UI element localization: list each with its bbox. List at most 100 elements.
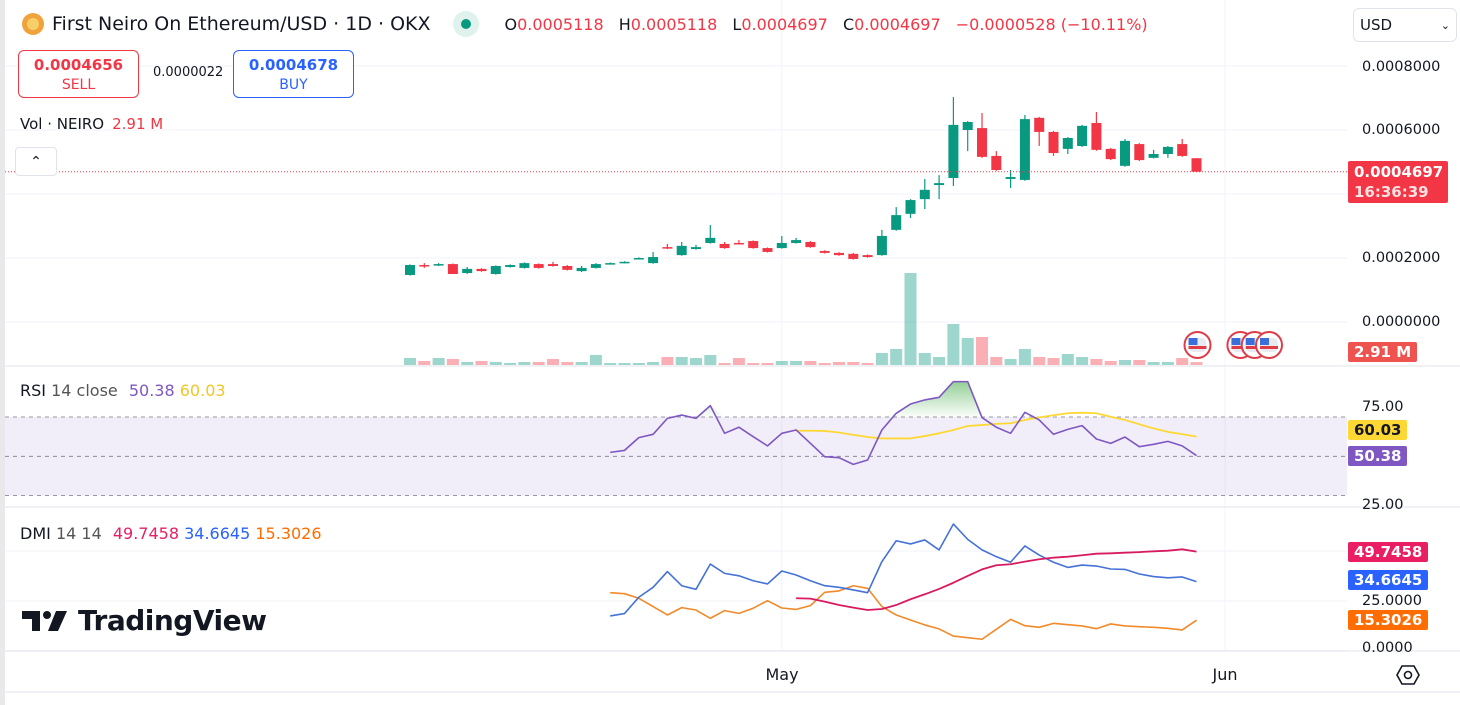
volume-legend[interactable]: Vol · NEIRO 2.91 M — [20, 115, 163, 133]
candle-down — [1048, 131, 1059, 154]
collapse-legend-button[interactable]: ⌃ — [15, 147, 57, 176]
neiro-coin-logo-icon — [22, 13, 44, 35]
volume-bar — [1018, 349, 1031, 365]
ohlc-values: O0.0005118 H0.0005118 L0.0004697 C0.0004… — [505, 15, 1158, 34]
high-value: 0.0005118 — [630, 14, 718, 34]
volume-bar — [661, 357, 674, 365]
volume-bar — [489, 362, 502, 365]
rsi-ma-axis-label: 60.03 — [1348, 420, 1408, 440]
candle-down — [748, 241, 759, 249]
volume-bar — [1004, 359, 1017, 365]
candle-up — [962, 122, 973, 130]
chevron-down-icon: ⌄ — [1440, 19, 1450, 32]
buy-price: 0.0004678 — [248, 56, 339, 74]
candle-down — [476, 268, 487, 272]
time-axis-label: May — [765, 665, 799, 684]
candle-up — [1019, 119, 1030, 180]
minus-di-legend-value: 15.3026 — [255, 524, 322, 543]
sell-price: 0.0004656 — [33, 56, 124, 74]
sell-label: SELL — [61, 77, 96, 93]
chart-settings-icon[interactable] — [1396, 664, 1420, 690]
candle-down — [805, 242, 816, 248]
candle-down — [834, 252, 844, 256]
open-key: O — [504, 14, 518, 34]
candle-up — [876, 235, 887, 256]
tradingview-logo[interactable]: TradingView — [22, 604, 267, 637]
candle-up — [576, 267, 587, 272]
volume-bar — [875, 353, 888, 365]
price-axis-tick: 0.0008000 — [1362, 59, 1441, 75]
low-key: L — [732, 14, 742, 34]
adx-line — [796, 548, 1197, 611]
candle-down — [1034, 117, 1045, 132]
volume-axis-label: 2.91 M — [1348, 342, 1418, 362]
chevron-up-icon: ⌃ — [30, 153, 42, 170]
change-value: −0.0000528 (−10.11%) — [955, 14, 1148, 34]
candle-up — [590, 264, 601, 268]
dmi-legend[interactable]: DMI 14 14 49.7458 34.6645 15.3026 — [20, 524, 322, 543]
candle-up — [934, 183, 945, 186]
volume-bar — [818, 363, 831, 365]
candle-up — [1120, 140, 1130, 166]
rsi-line — [610, 380, 1197, 466]
volume-bar — [718, 363, 731, 365]
left-toolbar-edge — [0, 0, 5, 705]
candle-up — [605, 263, 616, 265]
candle-up — [691, 247, 701, 250]
volume-bar — [790, 361, 803, 365]
currency-select[interactable]: USD ⌄ — [1353, 8, 1457, 42]
volume-bar — [732, 358, 745, 365]
time-axis-label: Jun — [1212, 665, 1238, 684]
buy-button[interactable]: 0.0004678 BUY — [233, 50, 354, 98]
candle-up — [948, 124, 959, 178]
low-value: 0.0004697 — [741, 14, 828, 34]
high-key: H — [618, 14, 631, 34]
price-axis-tick: 0.0006000 — [1362, 122, 1441, 138]
candle-down — [419, 265, 430, 267]
flag-stripe — [1231, 346, 1250, 349]
candle-up — [1148, 154, 1159, 158]
candle-down — [977, 128, 987, 157]
candle-down — [662, 247, 673, 249]
volume-bar — [1033, 357, 1046, 365]
candle-down — [733, 242, 744, 245]
candle-down — [1177, 144, 1188, 156]
volume-bar — [1176, 358, 1189, 365]
volume-bar — [532, 362, 545, 365]
volume-bar — [504, 363, 517, 365]
candle-up — [919, 189, 930, 200]
candle-up — [490, 266, 501, 274]
minus-di-axis-label: 15.3026 — [1348, 610, 1429, 630]
volume-bar — [461, 362, 474, 365]
volume-bar — [475, 361, 488, 365]
flag-canton — [1231, 338, 1241, 345]
symbol-title[interactable]: First Neiro On Ethereum/USD · 1D · OKX — [52, 13, 431, 35]
volume-bar — [1147, 362, 1160, 365]
flag-canton — [1260, 338, 1269, 345]
rsi-axis-tick: 75.00 — [1362, 399, 1404, 415]
volume-bar — [547, 359, 559, 365]
adx-axis-label: 49.7458 — [1348, 542, 1429, 562]
sell-button[interactable]: 0.0004656 SELL — [18, 50, 139, 98]
volume-bar — [1133, 360, 1146, 365]
candle-down — [819, 250, 830, 253]
volume-legend-label: Vol · NEIRO — [20, 115, 105, 133]
rsi-legend-value: 50.38 — [128, 381, 175, 400]
flag-canton — [1245, 338, 1255, 345]
candle-up — [462, 268, 473, 274]
volume-bar — [918, 353, 931, 365]
rsi-legend[interactable]: RSI 14 close 50.38 60.03 — [20, 381, 226, 400]
price-axis-tick: 0.0002000 — [1362, 250, 1441, 266]
last-price-label: 0.0004697 16:36:39 — [1348, 161, 1448, 203]
flag-stripe — [1245, 346, 1264, 349]
candle-up — [776, 242, 787, 249]
symbol-header: First Neiro On Ethereum/USD · 1D · OKX O… — [22, 11, 1158, 37]
candle-up — [633, 258, 644, 260]
candle-down — [1134, 144, 1145, 161]
candle-up — [519, 263, 530, 268]
volume-bar — [432, 358, 445, 365]
candle-up — [648, 257, 659, 264]
volume-bar — [1047, 358, 1060, 365]
market-open-status-icon[interactable] — [452, 11, 479, 37]
